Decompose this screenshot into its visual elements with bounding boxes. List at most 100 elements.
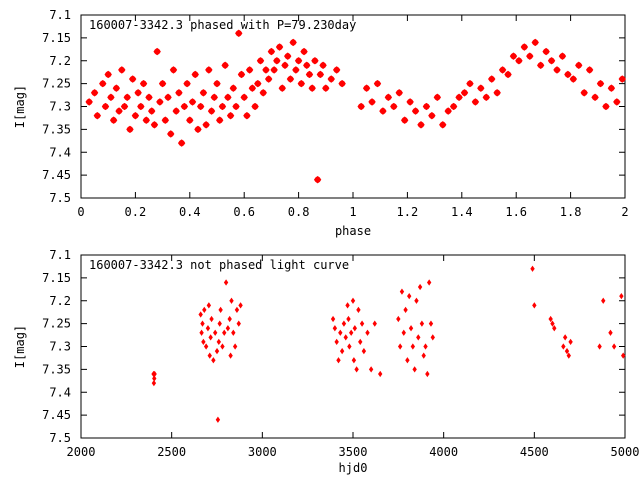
x-tick-label: 1 [349, 205, 356, 219]
data-point [564, 347, 570, 355]
data-point [421, 352, 426, 359]
phased-light-curve-plot: 7.1 7.15 7.2 7.25 7.3 7.35 7.4 7.45 7.5 0 0.2 0.4 0.… [13, 8, 629, 238]
data-point [488, 75, 496, 83]
data-point [410, 343, 416, 350]
data-point [558, 52, 567, 60]
data-point [585, 66, 594, 74]
y-tick-label: 7.5 [49, 431, 71, 445]
data-point [569, 75, 578, 83]
data-point [169, 66, 178, 74]
data-point [347, 343, 352, 350]
data-point [156, 98, 164, 106]
data-point [532, 302, 537, 309]
data-point [343, 334, 348, 341]
data-point [208, 334, 213, 341]
data-point [292, 66, 300, 74]
data-point [152, 370, 157, 378]
data-point [365, 329, 370, 336]
data-point [591, 93, 599, 102]
data-point [284, 52, 292, 60]
data-point [294, 57, 303, 65]
data-point [218, 306, 223, 314]
data-point [395, 89, 403, 97]
data-point [238, 302, 243, 309]
data-point [99, 79, 107, 88]
data-point [530, 265, 535, 272]
data-point [357, 102, 365, 111]
x-tick-label: 3000 [248, 445, 277, 459]
data-point [460, 89, 469, 97]
data-point [90, 89, 99, 97]
data-point [216, 116, 224, 124]
x-tick-label: 4000 [429, 445, 458, 459]
x-tick-label: 0.6 [233, 205, 255, 219]
data-point [611, 343, 617, 350]
data-point [403, 306, 408, 314]
data-point [597, 343, 602, 350]
data-point [428, 320, 434, 327]
y-tick-label: 7.35 [42, 122, 71, 136]
data-point [123, 93, 131, 102]
data-point [613, 98, 621, 106]
data-point [228, 352, 233, 359]
data-point [213, 79, 221, 88]
data-point [305, 70, 314, 79]
data-point [109, 116, 118, 124]
chart-title: 160007-3342.3 phased with P=79.230day [89, 18, 356, 32]
data-point [243, 111, 251, 120]
data-point [281, 61, 289, 70]
data-point [275, 43, 284, 51]
y-tick-label: 7.35 [42, 362, 71, 376]
data-point [399, 288, 405, 295]
data-point [191, 70, 199, 79]
data-point [210, 93, 218, 102]
data-point [417, 121, 425, 129]
data-point [423, 343, 428, 350]
plot-frame [80, 14, 626, 199]
data-point [396, 315, 401, 323]
x-tick-label: 0.4 [179, 205, 201, 219]
data-point [515, 57, 523, 65]
data-point [411, 107, 420, 115]
x-tick-label: 2000 [67, 445, 96, 459]
data-point [151, 379, 157, 387]
data-point [498, 66, 507, 74]
data-point [566, 352, 571, 359]
data-point [200, 320, 205, 327]
data-point [422, 102, 431, 111]
data-point [152, 375, 157, 382]
data-point [202, 306, 207, 314]
data-point [256, 57, 265, 65]
data-point [311, 57, 319, 65]
data-point [183, 79, 191, 88]
data-point [428, 111, 436, 120]
data-point [361, 347, 367, 355]
x-tick-label: 5000 [611, 445, 640, 459]
data-point [433, 93, 442, 102]
y-tick-label: 7.45 [42, 168, 71, 182]
data-point [278, 84, 286, 92]
data-point [552, 325, 557, 332]
y-tick-label: 7.3 [49, 100, 71, 114]
data-point [209, 315, 214, 323]
data-point [270, 66, 278, 74]
y-tick-label: 7.45 [42, 408, 71, 422]
data-point [232, 343, 238, 350]
data-point [235, 29, 243, 37]
data-point [416, 334, 421, 341]
data-point [368, 366, 374, 373]
data-point [207, 352, 212, 359]
data-point [526, 52, 534, 60]
x-tick-label: 0.8 [288, 205, 310, 219]
data-point [580, 89, 588, 97]
data-point [400, 116, 409, 124]
data-point [206, 302, 212, 309]
data-point [564, 70, 572, 79]
data-point [148, 107, 156, 115]
data-point [379, 107, 387, 115]
data-point [408, 325, 414, 332]
data-point [303, 61, 311, 70]
y-tick-label: 7.3 [49, 340, 71, 354]
data-point [338, 79, 346, 88]
data-point [267, 47, 276, 56]
